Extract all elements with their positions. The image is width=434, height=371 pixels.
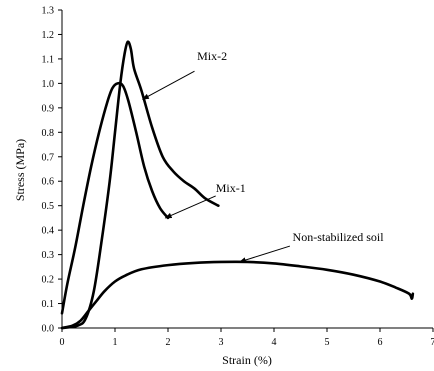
x-tick-label: 2 xyxy=(166,337,171,348)
x-tick-label: 6 xyxy=(378,337,383,348)
y-tick-label: 1.3 xyxy=(42,6,55,17)
y-tick-label: 0.1 xyxy=(42,299,55,310)
x-tick-label: 5 xyxy=(325,337,330,348)
y-tick-label: 1.0 xyxy=(42,79,55,90)
y-tick-label: 0.8 xyxy=(42,128,55,139)
x-tick-label: 7 xyxy=(431,337,434,348)
y-tick-label: 0.6 xyxy=(42,177,55,188)
x-tick-label: 3 xyxy=(219,337,224,348)
annotation-label-non-stabilized-soil: Non-stabilized soil xyxy=(293,230,385,244)
y-axis-title: Stress (MPa) xyxy=(13,139,27,201)
x-tick-label: 4 xyxy=(272,337,277,348)
y-tick-label: 0.2 xyxy=(42,275,55,286)
plot-area: 0.0 0.1 0.2 0.3 0.4 0.5 0.6 0.7 0.8 0.9 1.0 1.1 1.2 1… xyxy=(42,6,434,349)
y-tick-label: 0.9 xyxy=(42,103,55,114)
y-tick-label: 0.5 xyxy=(42,201,55,212)
annotation-arrow-non-stabilized-soil xyxy=(238,245,291,263)
annotation-arrow-mix-1 xyxy=(164,195,216,219)
x-axis-title: Strain (%) xyxy=(222,353,272,367)
x-tick-label: 0 xyxy=(60,337,65,348)
y-tick-label: 1.1 xyxy=(42,54,55,65)
y-tick-label: 0.3 xyxy=(42,250,55,261)
series-line-non-stabilized-soil xyxy=(60,260,415,330)
x-tick-label: 1 xyxy=(113,337,118,348)
y-tick-label: 1.2 xyxy=(42,30,55,41)
y-tick-label: 0.0 xyxy=(42,324,55,335)
annotation-label-mix-2: Mix-2 xyxy=(197,49,227,63)
annotation-label-mix-1: Mix-1 xyxy=(216,181,246,195)
series-line-mix-1 xyxy=(60,81,170,315)
series-line-mix-2 xyxy=(60,40,220,330)
annotation-arrow-mix-2 xyxy=(141,70,195,100)
y-tick-label: 0.7 xyxy=(42,152,55,163)
y-tick-label: 0.4 xyxy=(42,226,55,237)
